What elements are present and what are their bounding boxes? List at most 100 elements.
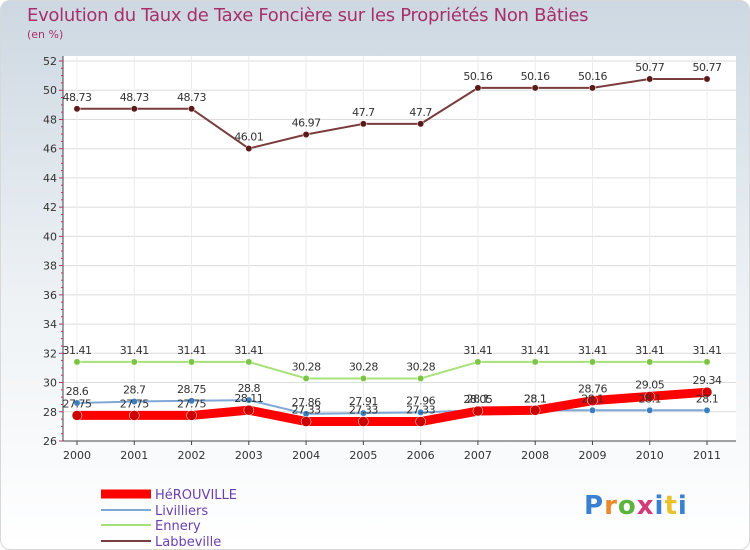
data-point	[186, 410, 197, 421]
x-tick-label: 2001	[120, 449, 148, 462]
x-tick-label: 2006	[407, 449, 435, 462]
data-label: 27.75	[120, 397, 149, 410]
data-point	[644, 391, 655, 402]
data-label: 31.41	[578, 344, 607, 357]
data-label: 30.28	[349, 360, 378, 373]
y-tick-label: 50	[43, 84, 57, 97]
data-point	[646, 75, 654, 83]
x-tick-label: 2003	[235, 449, 263, 462]
data-label: 48.73	[177, 91, 206, 104]
data-label: 31.41	[63, 344, 92, 357]
data-point	[589, 358, 596, 366]
legend-label: HéROUVILLE	[155, 488, 237, 503]
data-point	[531, 84, 539, 92]
data-point	[703, 406, 711, 414]
data-label: 27.33	[406, 404, 435, 417]
data-label: 31.41	[120, 344, 149, 357]
plot-area	[63, 56, 736, 441]
data-label: 48.73	[63, 91, 92, 104]
data-point	[703, 358, 711, 366]
data-label: 27.75	[63, 397, 92, 410]
data-point	[529, 405, 541, 416]
chart-subtitle: (en %)	[27, 28, 64, 41]
data-point	[646, 406, 654, 414]
data-label: 48.73	[120, 91, 149, 104]
data-label: 50.77	[635, 61, 664, 74]
data-point	[71, 410, 83, 421]
y-tick-label: 48	[43, 113, 57, 126]
data-point	[359, 120, 367, 128]
data-label: 28.11	[234, 392, 263, 405]
data-label: 28.8	[238, 382, 261, 395]
x-tick-label: 2005	[349, 449, 377, 462]
data-point	[703, 75, 711, 83]
y-tick-label: 36	[43, 289, 57, 302]
data-label: 28.1	[581, 392, 604, 405]
y-tick-label: 44	[43, 172, 57, 185]
y-tick-label: 28	[43, 406, 57, 419]
data-label: 28.1	[524, 392, 547, 405]
data-point	[245, 358, 253, 366]
series-line-1	[76, 399, 708, 415]
data-label: 27.33	[349, 404, 378, 417]
data-label: 28.1	[524, 392, 547, 405]
y-tick-label: 26	[43, 435, 57, 448]
data-point	[415, 416, 426, 427]
data-point	[417, 374, 425, 382]
data-point	[589, 84, 596, 92]
data-point	[359, 374, 367, 382]
y-tick-label: 40	[43, 230, 57, 243]
data-point	[474, 84, 482, 92]
data-point	[73, 358, 81, 366]
x-tick-label: 2004	[292, 449, 320, 462]
data-point	[359, 409, 367, 417]
data-point	[302, 374, 310, 382]
legend-label: Labbeville	[155, 535, 221, 550]
data-point	[73, 399, 81, 407]
series-line-3	[76, 77, 708, 150]
data-point	[130, 398, 138, 405]
data-label: 30.28	[406, 360, 435, 373]
data-label: 50.16	[463, 70, 492, 83]
y-tick-label: 46	[43, 143, 57, 156]
x-tick-label: 2002	[178, 449, 206, 462]
data-label: 28.76	[578, 383, 607, 396]
data-point	[417, 120, 425, 128]
chart-title: Evolution du Taux de Taxe Foncière sur l…	[27, 5, 589, 26]
data-point	[472, 405, 484, 417]
data-label: 47.7	[352, 106, 375, 119]
x-tick-label: 2010	[636, 449, 664, 462]
y-tick-label: 38	[43, 260, 57, 273]
data-label: 31.41	[521, 344, 550, 357]
data-label: 30.28	[292, 360, 321, 373]
data-label: 28.75	[177, 383, 206, 396]
data-label: 28.6	[66, 385, 89, 398]
legend-label: Ennery	[155, 519, 201, 534]
x-tick-label: 2000	[63, 449, 91, 462]
y-tick-label: 32	[43, 347, 57, 360]
data-point	[302, 131, 310, 138]
data-point	[130, 105, 138, 113]
data-point	[300, 416, 312, 427]
data-label: 46.97	[292, 117, 321, 130]
data-label: 50.16	[578, 70, 607, 83]
data-point	[73, 105, 81, 113]
y-tick-label: 42	[43, 201, 57, 214]
data-point	[245, 145, 253, 152]
x-tick-label: 2008	[521, 449, 549, 462]
data-point	[589, 406, 596, 414]
x-tick-label: 2007	[464, 449, 492, 462]
data-label: 50.77	[693, 61, 722, 74]
data-label: 29.05	[635, 378, 664, 391]
data-label: 31.41	[234, 344, 263, 357]
data-label: 29.34	[693, 374, 722, 387]
x-tick-label: 2009	[578, 449, 606, 462]
legend-label: Livilliers	[155, 504, 208, 519]
data-point	[587, 395, 598, 406]
data-point	[188, 105, 195, 113]
y-tick-label: 34	[43, 318, 57, 331]
data-label: 27.91	[349, 395, 378, 408]
data-point	[130, 358, 138, 366]
